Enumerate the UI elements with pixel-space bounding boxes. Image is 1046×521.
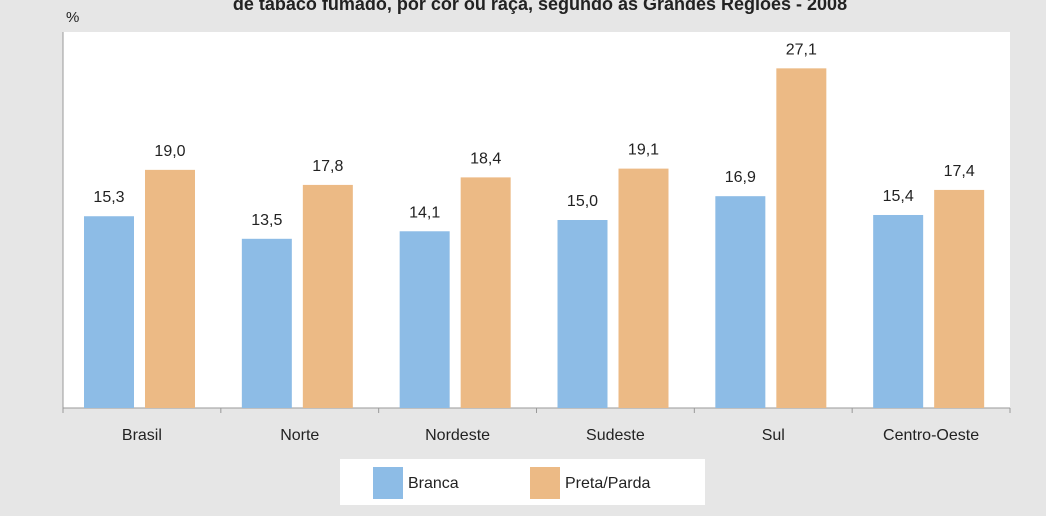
bar — [145, 169, 195, 408]
data-label: 17,4 — [944, 163, 975, 180]
data-label: 15,0 — [567, 193, 598, 210]
legend-label: Preta/Parda — [565, 475, 650, 492]
data-label: 16,9 — [725, 169, 756, 186]
legend-swatch — [530, 467, 560, 499]
y-axis-label: % — [66, 9, 79, 26]
data-label: 19,1 — [628, 142, 659, 159]
data-label: 14,1 — [409, 204, 440, 221]
bar — [460, 177, 511, 408]
plot-area — [63, 32, 1010, 408]
data-label: 19,0 — [154, 143, 185, 160]
x-tick-label: Nordeste — [425, 427, 490, 444]
data-label: 17,8 — [312, 158, 343, 175]
bar — [873, 214, 924, 408]
bar — [302, 184, 353, 408]
data-label: 15,4 — [883, 188, 914, 205]
bar — [934, 189, 985, 408]
legend-swatch — [373, 467, 403, 499]
x-tick-label: Centro-Oeste — [883, 427, 979, 444]
bar — [84, 216, 134, 408]
data-label: 15,3 — [93, 189, 124, 206]
bar — [715, 196, 766, 408]
legend-label: Branca — [408, 475, 459, 492]
x-tick-label: Norte — [280, 427, 319, 444]
x-tick-label: Brasil — [122, 427, 162, 444]
data-label: 18,4 — [470, 150, 501, 167]
x-tick-label: Sul — [762, 427, 785, 444]
bar — [399, 231, 450, 408]
bar — [776, 68, 827, 408]
bar — [241, 238, 292, 408]
data-label: 13,5 — [251, 212, 282, 229]
chart-title: de tabaco fumado, por cor ou raça, segun… — [233, 0, 847, 14]
bar — [557, 220, 608, 408]
data-label: 27,1 — [786, 41, 817, 58]
x-tick-label: Sudeste — [586, 427, 645, 444]
bar — [618, 168, 669, 408]
